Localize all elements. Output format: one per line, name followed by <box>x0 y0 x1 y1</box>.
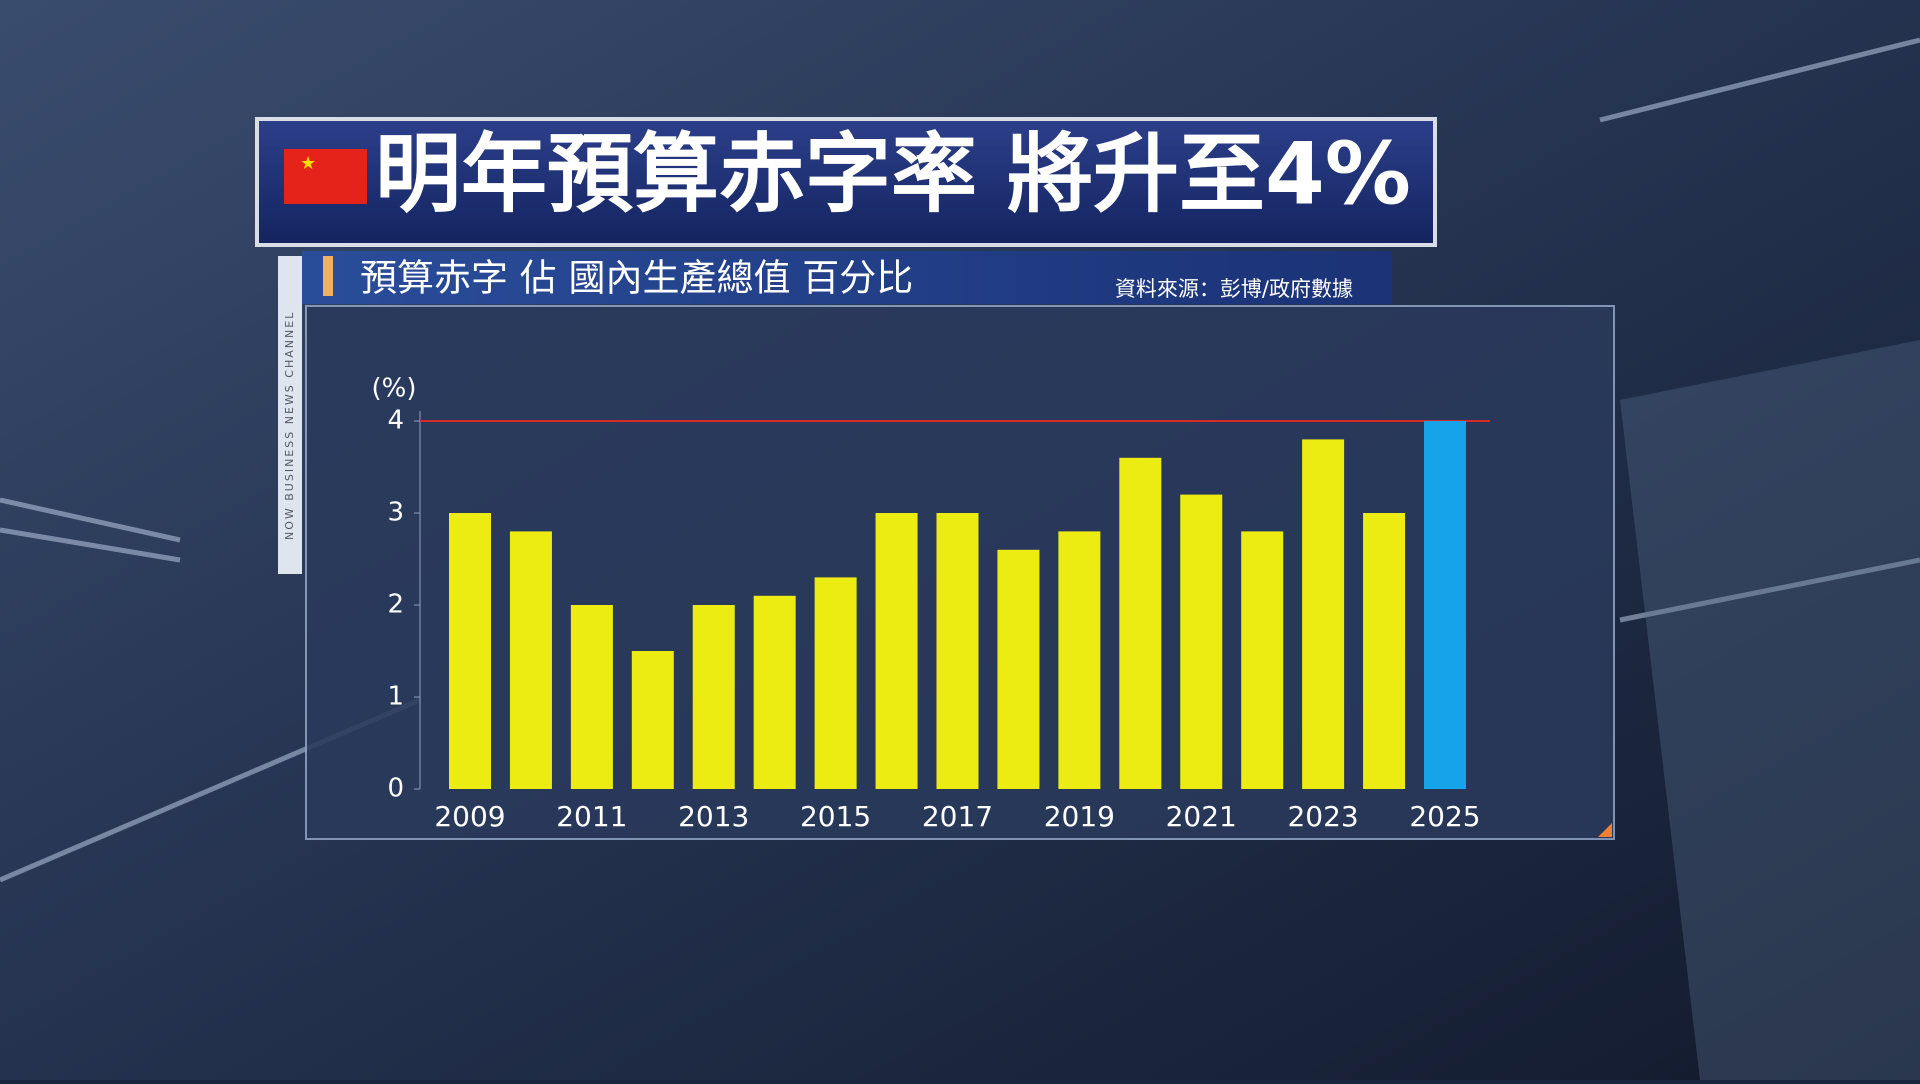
decor-panel <box>1620 340 1920 1080</box>
bar <box>631 651 674 789</box>
bar <box>1119 457 1162 789</box>
y-axis-label: (%) <box>372 374 417 404</box>
subtitle-bar <box>302 251 1392 304</box>
y-tick-label: 4 <box>387 406 404 436</box>
x-tick-label: 2017 <box>922 800 993 833</box>
bar <box>1180 494 1223 789</box>
bar <box>814 577 857 789</box>
flag-star: ★ <box>300 153 316 174</box>
x-tick-label: 2021 <box>1166 800 1237 833</box>
bar <box>753 595 796 789</box>
y-tick-label: 3 <box>387 498 404 528</box>
bar <box>509 531 552 789</box>
bar <box>1424 421 1466 789</box>
y-tick-label: 2 <box>387 590 404 620</box>
x-tick-label: 2019 <box>1044 800 1115 833</box>
flag <box>284 149 367 204</box>
bar <box>936 513 979 789</box>
channel-label: NOW BUSINESS NEWS CHANNEL <box>283 311 296 540</box>
x-tick-label: 2015 <box>800 800 871 833</box>
title: 明年預算赤字率 將升至4% <box>375 124 1411 224</box>
corner-mark <box>1598 823 1612 837</box>
bar <box>692 605 735 789</box>
bar <box>1302 439 1345 789</box>
decor-lines <box>0 37 1920 883</box>
subtitle: 預算赤字 佔 國內生產總值 百分比 <box>360 257 913 300</box>
x-tick-label: 2025 <box>1409 800 1480 833</box>
x-tick-label: 2023 <box>1287 800 1358 833</box>
subtitle-marker <box>323 256 333 296</box>
bar <box>1058 531 1101 789</box>
source: 資料來源：彭博/政府數據 <box>1115 277 1353 301</box>
x-tick-label: 2009 <box>434 800 505 833</box>
bar <box>1241 531 1284 789</box>
y-tick-label: 0 <box>387 774 404 804</box>
bar <box>1363 513 1406 789</box>
x-tick-label: 2013 <box>678 800 749 833</box>
x-tick-label: 2011 <box>556 800 627 833</box>
bar <box>875 513 918 789</box>
bar <box>449 513 491 789</box>
y-tick-label: 1 <box>387 682 404 712</box>
bar <box>570 605 613 789</box>
title-banner <box>255 117 1437 247</box>
bar <box>997 549 1040 789</box>
channel-strip <box>278 256 302 574</box>
